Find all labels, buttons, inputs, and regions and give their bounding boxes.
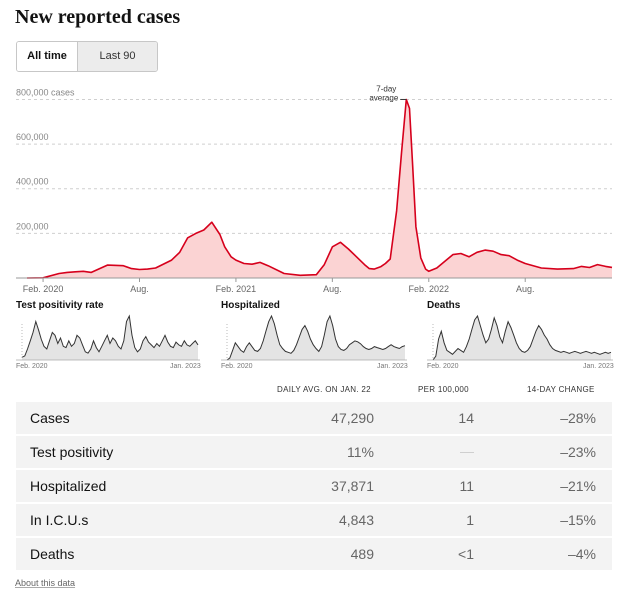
stats-table: Cases 47,290 14 –28% Test positivity 11%…: [16, 402, 612, 572]
hospitalized-sparkline: [221, 314, 407, 361]
table-row-cases: Cases 47,290 14 –28%: [16, 402, 612, 434]
row-per-100k: <1: [458, 546, 474, 562]
sparkline-area: [227, 316, 405, 360]
row-daily-avg: 37,871: [331, 478, 374, 494]
row-label: In I.C.U.s: [30, 512, 89, 528]
sparkline-line: [226, 314, 406, 361]
cases-line: [26, 98, 613, 279]
all-time-button[interactable]: All time: [17, 42, 77, 71]
col-header-per-100k: PER 100,000: [418, 385, 469, 394]
test-positivity-title: Test positivity rate: [16, 300, 104, 311]
y-tick-label: 200,000: [16, 221, 49, 231]
x-tick-label: Aug.: [516, 284, 535, 294]
row-per-100k: 1: [466, 512, 474, 528]
row-daily-avg: 489: [350, 546, 374, 562]
table-row-deaths: Deaths 489 <1 –4%: [16, 538, 612, 570]
no-data-dash: [460, 452, 474, 453]
cases-chart: 200,000 400,000 600,000 800,000 cases Feb. 2…: [16, 84, 613, 294]
about-data-link[interactable]: About this data: [15, 578, 76, 588]
x-tick-label: Feb. 2020: [23, 284, 64, 294]
deaths-end-label: Jan. 2023: [583, 363, 614, 370]
y-tick-label: 800,000 cases: [16, 87, 75, 97]
sparkline-line: [21, 314, 199, 358]
row-per-100k: 11: [459, 478, 474, 494]
row-label: Deaths: [30, 546, 75, 562]
sparkline-line: [432, 314, 612, 361]
table-row-test-positivity: Test positivity 11% –23%: [16, 436, 612, 468]
row-label: Cases: [30, 410, 70, 426]
sparkline-area: [22, 316, 198, 360]
x-tick-label: Aug.: [323, 284, 342, 294]
row-daily-avg: 47,290: [331, 410, 374, 426]
sparkline-area: [433, 316, 611, 360]
row-label: Hospitalized: [30, 478, 107, 494]
deaths-start-label: Feb. 2020: [427, 363, 459, 370]
row-14-day-change: –23%: [560, 444, 596, 460]
deaths-sparkline: [427, 314, 613, 361]
annotation-text: average: [369, 93, 398, 102]
annotation-text: 7-day: [376, 84, 396, 93]
hospitalized-title: Hospitalized: [221, 300, 280, 311]
table-row-icu: In I.C.U.s 4,843 1 –15%: [16, 504, 612, 536]
deaths-title: Deaths: [427, 300, 461, 311]
row-daily-avg: 4,843: [338, 512, 374, 528]
test-positivity-start-label: Feb. 2020: [16, 363, 48, 370]
table-row-hospitalized: Hospitalized 37,871 11 –21%: [16, 470, 612, 502]
time-range-toggle: All time Last 90 days: [16, 41, 158, 72]
row-14-day-change: –21%: [560, 478, 596, 494]
page-title: New reported cases: [15, 6, 181, 28]
x-tick-label: Aug.: [130, 284, 149, 294]
x-tick-label: Feb. 2022: [409, 284, 450, 294]
row-14-day-change: –4%: [567, 546, 596, 562]
row-14-day-change: –15%: [560, 512, 596, 528]
last-90-days-button[interactable]: Last 90 days: [77, 42, 157, 71]
col-header-14-day-change: 14-DAY CHANGE: [527, 385, 595, 394]
col-header-daily-avg: DAILY AVG. ON JAN. 22: [277, 385, 371, 394]
test-positivity-sparkline: [16, 314, 200, 361]
y-tick-label: 400,000: [16, 177, 49, 187]
x-tick-label: Feb. 2021: [216, 284, 257, 294]
test-positivity-end-label: Jan. 2023: [170, 363, 201, 370]
row-daily-avg: 11%: [347, 444, 374, 460]
hospitalized-end-label: Jan. 2023: [377, 363, 408, 370]
hospitalized-start-label: Feb. 2020: [221, 363, 253, 370]
row-14-day-change: –28%: [560, 410, 596, 426]
row-label: Test positivity: [30, 444, 114, 460]
y-tick-label: 600,000: [16, 132, 49, 142]
row-per-100k: 14: [458, 410, 474, 426]
